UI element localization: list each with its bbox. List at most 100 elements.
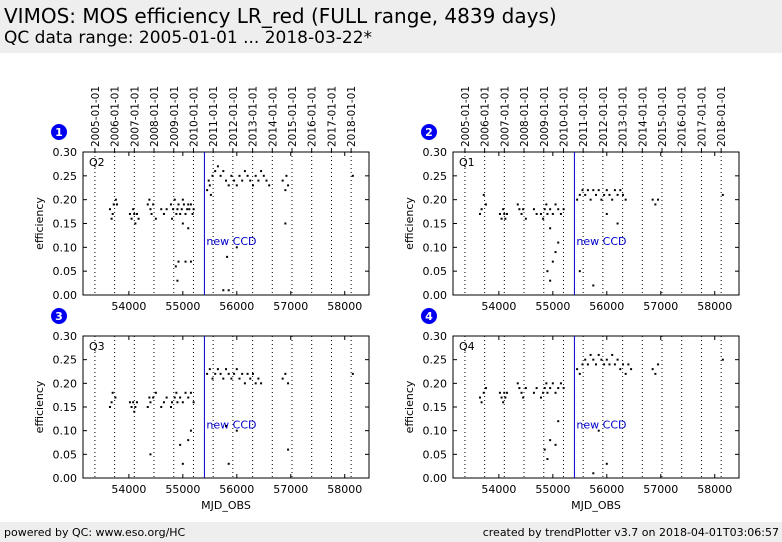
data-point <box>557 420 560 423</box>
data-point <box>181 401 184 404</box>
data-point <box>554 391 557 394</box>
data-point <box>135 401 138 404</box>
y-tick-label: 0.20 <box>423 194 448 207</box>
data-point <box>175 391 178 394</box>
plot-frame <box>82 151 370 296</box>
data-point <box>132 401 135 404</box>
data-point <box>227 372 230 375</box>
data-point <box>578 270 581 273</box>
data-point <box>542 391 545 394</box>
data-point <box>249 179 252 182</box>
data-point <box>500 217 503 220</box>
data-point <box>581 189 584 192</box>
y-tick-label: 0.15 <box>423 218 448 231</box>
y-tick-label: 0.00 <box>53 289 78 302</box>
data-point <box>235 368 238 371</box>
y-tick-label: 0.30 <box>423 146 448 159</box>
quadrant-label: Q2 <box>89 156 105 169</box>
x-tick-label: 57000 <box>273 300 308 313</box>
data-point <box>206 372 209 375</box>
chart-panel-2: 2005-01-01 2006-01-01 2007-01-01 2008-01-01… <box>403 86 740 313</box>
data-point <box>191 212 194 215</box>
data-point <box>233 372 236 375</box>
date-tick-label: 2016-01-01 <box>677 86 689 147</box>
data-point <box>484 387 487 390</box>
chart-panel-4: 0.00 0.05 0.10 0.15 0.20 0.25 0.30 54000 55000 56… <box>403 308 740 512</box>
data-point <box>160 406 163 408</box>
x-tick-label: 56000 <box>589 483 624 496</box>
data-point <box>184 212 187 215</box>
data-point <box>146 406 149 408</box>
data-point <box>516 203 519 206</box>
data-point <box>549 227 552 230</box>
data-point <box>498 212 501 215</box>
x-tick-label: 56000 <box>219 483 254 496</box>
data-point <box>181 222 184 225</box>
data-point <box>654 203 657 206</box>
x-tick-label: 55000 <box>535 483 570 496</box>
data-point <box>557 208 560 211</box>
y-tick-label: 0.05 <box>423 448 448 461</box>
data-point <box>592 284 595 287</box>
data-point <box>246 174 249 177</box>
data-point <box>130 217 133 220</box>
data-point <box>551 260 554 263</box>
data-point <box>175 212 178 215</box>
date-tick-label: 2016-01-01 <box>307 86 319 147</box>
x-tick-label: 54000 <box>111 483 146 496</box>
data-point <box>241 179 244 182</box>
data-point <box>581 363 584 366</box>
y-tick-label: 0.00 <box>423 289 448 302</box>
data-point <box>154 217 157 220</box>
data-point <box>520 212 523 215</box>
data-point <box>152 396 155 399</box>
data-point <box>539 212 542 215</box>
data-point <box>605 189 608 192</box>
data-point <box>584 193 587 196</box>
plot-frame <box>452 335 740 479</box>
data-point <box>173 396 176 399</box>
data-point <box>478 212 481 215</box>
data-point <box>257 179 260 182</box>
data-point <box>208 368 211 371</box>
data-point <box>576 368 579 371</box>
x-tick-label: 58000 <box>697 300 732 313</box>
data-point <box>181 198 184 201</box>
data-point <box>482 391 485 394</box>
y-tick-label: 0.10 <box>53 241 78 254</box>
footer: powered by QC: www.eso.org/HC created by… <box>0 522 782 542</box>
data-point <box>241 372 244 375</box>
data-point <box>214 372 217 375</box>
data-point <box>532 208 535 211</box>
data-point <box>284 372 287 375</box>
data-point <box>624 372 627 375</box>
data-point <box>165 396 168 399</box>
data-point <box>592 472 595 475</box>
data-point <box>554 251 557 254</box>
data-point <box>216 165 219 168</box>
data-point <box>254 382 257 385</box>
data-point <box>184 391 187 394</box>
x-axis-label: MJD_OBS <box>201 499 251 512</box>
y-tick-label: 0.30 <box>53 146 78 159</box>
data-point <box>535 212 538 215</box>
y-tick-label: 0.25 <box>53 354 78 367</box>
data-point <box>260 170 263 173</box>
data-point <box>502 208 505 211</box>
data-point <box>624 198 627 201</box>
data-point <box>559 212 562 215</box>
x-tick-label: 55000 <box>165 300 200 313</box>
data-point <box>187 396 190 399</box>
y-axis-label: efficiency <box>33 197 46 250</box>
y-tick-label: 0.20 <box>53 377 78 390</box>
data-point <box>605 358 608 361</box>
data-point <box>654 372 657 375</box>
data-point <box>478 396 481 399</box>
data-point <box>238 377 241 380</box>
data-point <box>235 246 238 249</box>
y-tick-label: 0.20 <box>423 377 448 390</box>
data-point <box>162 212 165 215</box>
data-point <box>524 217 527 220</box>
data-point <box>262 174 265 177</box>
plot-frame <box>452 151 740 296</box>
